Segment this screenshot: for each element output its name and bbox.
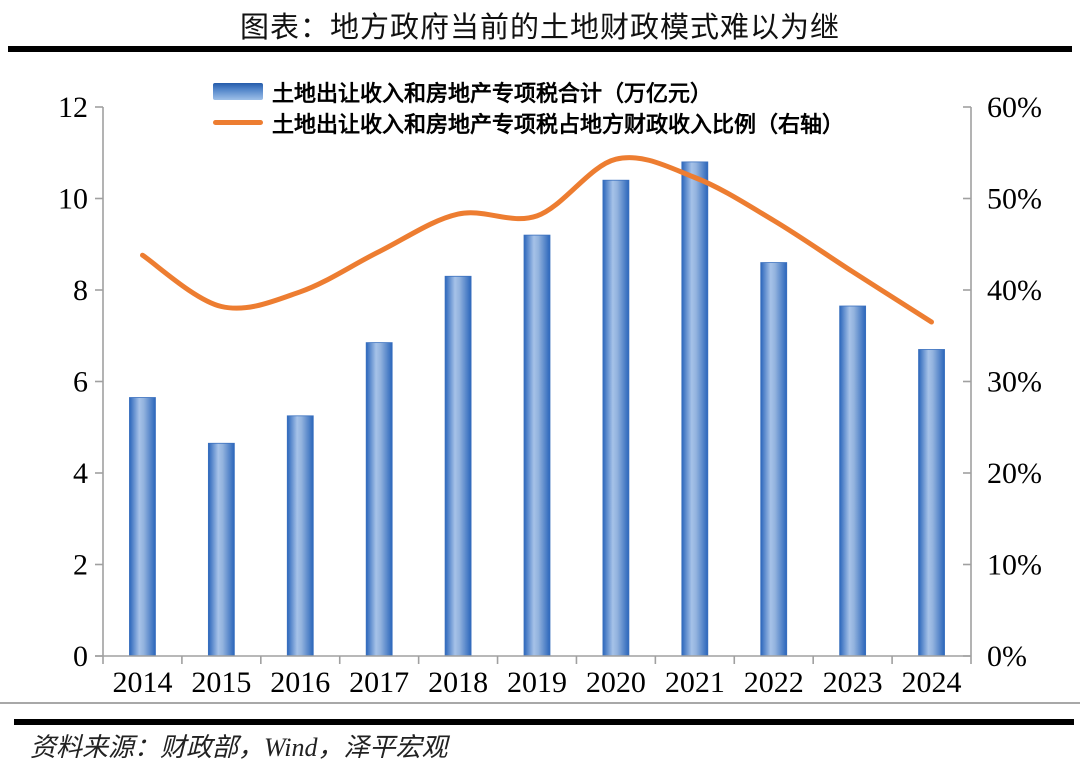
bar-series-swatch-icon [213, 83, 263, 100]
bar-2021 [681, 161, 709, 657]
title-separator-rule [8, 46, 1072, 52]
chart-legend: 土地出让收入和房地产专项税合计（万亿元） 土地出让收入和房地产专项税占地方财政收… [213, 76, 844, 138]
legend-item-line: 土地出让收入和房地产专项税占地方财政收入比例（右轴） [213, 107, 844, 138]
x-axis-label-2021: 2021 [665, 666, 725, 699]
bar-2015 [207, 442, 235, 657]
bar-2014 [129, 397, 156, 657]
bar-2016 [286, 415, 314, 657]
bar-2022 [760, 262, 788, 657]
x-axis-label-2023: 2023 [823, 666, 883, 699]
right-axis-tick-label: 0% [987, 640, 1027, 673]
x-axis-label-2020: 2020 [586, 666, 646, 699]
bar-2019 [523, 234, 551, 657]
left-axis-tick-label: 0 [73, 640, 88, 673]
left-axis-tick-label: 6 [73, 366, 88, 399]
bar-2024 [918, 349, 945, 657]
right-axis-tick-label: 20% [987, 457, 1042, 490]
x-axis-label-2018: 2018 [428, 666, 488, 699]
page-title: 图表：地方政府当前的土地财政模式难以为继 [239, 12, 840, 44]
left-axis-tick-label: 4 [73, 457, 88, 490]
bar-2017 [365, 342, 393, 657]
x-axis-label-2022: 2022 [744, 666, 804, 699]
x-axis-label-2024: 2024 [902, 666, 962, 699]
left-axis-tick-label: 12 [58, 91, 88, 124]
right-axis-tick-label: 60% [987, 91, 1042, 124]
bar-2023 [839, 305, 867, 657]
right-axis-tick-label: 30% [987, 366, 1042, 399]
line-series-label: 土地出让收入和房地产专项税占地方财政收入比例（右轴） [272, 111, 845, 137]
bar-2018 [444, 275, 472, 657]
right-axis-tick-label: 40% [987, 274, 1042, 307]
source-note: 资料来源：财政部，Wind，泽平宏观 [30, 733, 448, 762]
bar-series-label: 土地出让收入和房地产专项税合计（万亿元） [272, 80, 713, 106]
left-axis-tick-label: 2 [73, 549, 88, 582]
bar-2020 [602, 179, 630, 657]
right-axis-tick-label: 10% [987, 549, 1042, 582]
right-axis-tick-label: 50% [987, 183, 1042, 216]
source-separator-rule [14, 719, 1074, 725]
legend-item-bars: 土地出让收入和房地产专项税合计（万亿元） [213, 76, 844, 107]
left-axis-tick-label: 8 [73, 274, 88, 307]
chart-bottom-thin-rule [0, 702, 1080, 704]
line-series-swatch-icon [213, 120, 263, 125]
x-axis-label-2016: 2016 [270, 666, 330, 699]
ratio-line [140, 155, 934, 325]
x-axis-label-2014: 2014 [112, 666, 172, 699]
left-axis-tick-label: 10 [58, 183, 88, 216]
x-axis-label-2019: 2019 [507, 666, 567, 699]
x-axis-label-2015: 2015 [191, 666, 251, 699]
x-axis-label-2017: 2017 [349, 666, 409, 699]
